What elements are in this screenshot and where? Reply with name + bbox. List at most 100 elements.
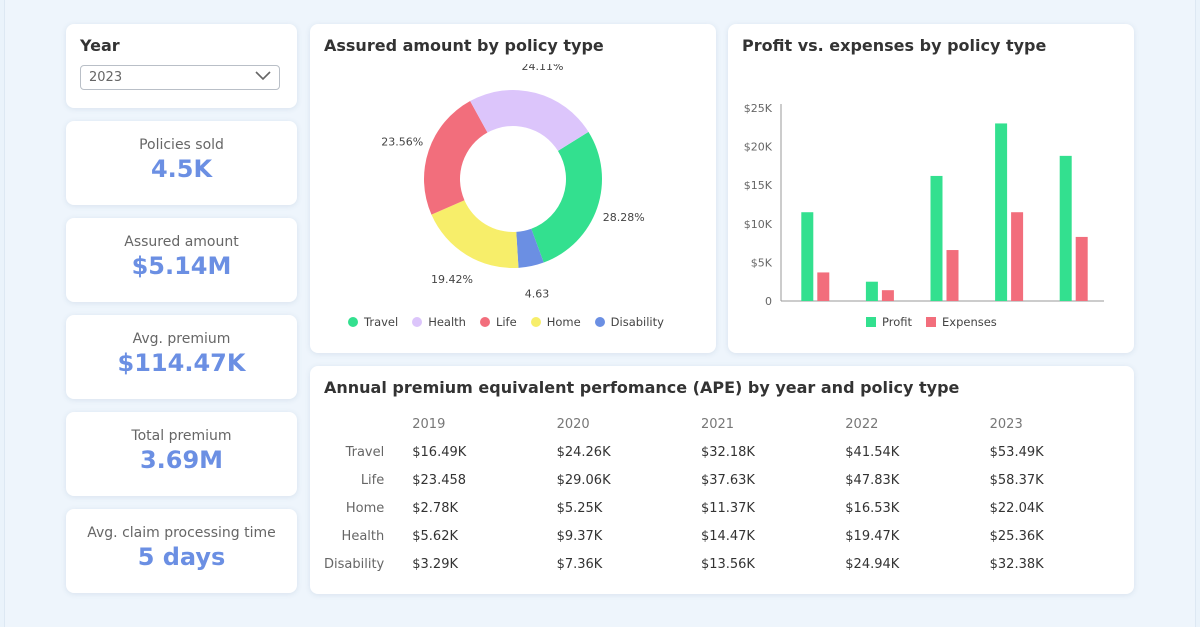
legend-item-home[interactable]: Home xyxy=(530,315,581,329)
table-cell: $2.78K xyxy=(412,500,458,516)
legend-swatch xyxy=(412,317,423,327)
kpi-card-policies-sold: Policies sold 4.5K xyxy=(66,121,297,205)
bar-chart: 0$5K$10K$15K$20K$25KHomeDisabilityHealth… xyxy=(744,102,1104,308)
year-filter-title: Year xyxy=(80,36,120,55)
donut-legend: Travel Health Life Home Disability xyxy=(348,315,664,329)
legend-swatch xyxy=(479,317,490,327)
kpi-value: $5.14M xyxy=(131,252,232,280)
donut-slice-life[interactable] xyxy=(424,101,488,215)
bar-expenses-disability[interactable] xyxy=(881,290,894,301)
table-cell: $9.37K xyxy=(556,528,603,544)
y-tick-label: $20K xyxy=(744,141,773,154)
assured-amount-chart-card: Assured amount by policy type 28.28% 4.63… xyxy=(310,24,716,353)
bar-expenses-health[interactable] xyxy=(946,250,959,301)
column-header: 2023 xyxy=(989,416,1023,432)
row-label: Life xyxy=(360,472,385,488)
table-cell: $29.06K xyxy=(556,472,611,488)
donut-slice-disability[interactable] xyxy=(516,228,544,268)
donut-chart: 28.28% 4.63 19.42% 23.56% 24.11% xyxy=(381,64,645,301)
bar-expenses-home[interactable] xyxy=(817,272,830,301)
legend-item-life[interactable]: Life xyxy=(479,315,517,329)
table-cell: $37.63K xyxy=(700,472,755,488)
legend-label: Profit xyxy=(882,315,912,329)
kpi-label: Policies sold xyxy=(139,137,224,153)
kpi-value: $114.47K xyxy=(117,349,246,377)
year-filter-card: Year 2023 xyxy=(66,24,297,108)
table-header-row: 2019 2020 2021 2022 2023 xyxy=(324,410,1134,438)
ape-table-card: Annual premium equivalent perfomance (AP… xyxy=(310,366,1134,594)
legend-label: Disability xyxy=(610,315,664,329)
legend-item-health[interactable]: Health xyxy=(412,315,466,329)
bar-profit-life[interactable] xyxy=(1059,155,1072,301)
bar-expenses-life[interactable] xyxy=(1075,236,1088,301)
table-cell: $19.47K xyxy=(845,528,900,544)
donut-slice-health[interactable] xyxy=(470,89,589,151)
table-row: Travel $16.49K $24.26K $32.18K $41.54K $… xyxy=(324,438,1134,466)
table-cell: $13.56K xyxy=(700,556,755,572)
table-cell: $32.18K xyxy=(700,444,755,460)
table-cell: $16.53K xyxy=(845,500,900,516)
table-corner xyxy=(324,410,412,438)
bar-profit-travel[interactable] xyxy=(995,123,1008,301)
bar-profit-disability[interactable] xyxy=(865,281,878,301)
kpi-value: 5 days xyxy=(137,543,226,571)
legend-swatch xyxy=(926,317,936,327)
row-label: Home xyxy=(345,500,385,516)
row-label: Disability xyxy=(324,556,385,572)
row-label: Health xyxy=(341,528,385,544)
legend-label: Expenses xyxy=(942,315,997,329)
y-tick-label: $15K xyxy=(744,179,773,192)
kpi-card-claim-processing-time: Avg. claim processing time 5 days xyxy=(66,509,297,593)
y-tick-label: 0 xyxy=(765,295,772,308)
column-header: 2021 xyxy=(700,416,735,432)
table-cell: $47.83K xyxy=(845,472,900,488)
table-cell: $41.54K xyxy=(845,444,900,460)
year-select-value: 2023 xyxy=(89,70,123,85)
bar-profit-home[interactable] xyxy=(801,212,814,301)
donut-data-label-travel: 28.28% xyxy=(603,211,645,224)
table-cell: $22.04K xyxy=(989,500,1044,516)
row-label: Travel xyxy=(345,444,385,460)
table-cell: $58.37K xyxy=(989,472,1044,488)
table-cell: $53.49K xyxy=(989,444,1044,460)
kpi-value: 3.69M xyxy=(139,446,224,474)
donut-slice-home[interactable] xyxy=(431,200,519,268)
table-cell: $7.36K xyxy=(556,556,603,572)
donut-data-label-life: 23.56% xyxy=(381,135,423,148)
legend-item-travel[interactable]: Travel xyxy=(348,315,398,329)
column-header: 2022 xyxy=(845,416,879,432)
legend-label: Life xyxy=(495,315,517,329)
ape-table: 2019 2020 2021 2022 2023 Travel $16.49K … xyxy=(324,410,1134,578)
legend-item-profit[interactable]: Profit xyxy=(866,315,912,329)
donut-slice-travel[interactable] xyxy=(531,131,602,263)
y-tick-label: $25K xyxy=(744,102,773,115)
donut-data-label-health: 24.11% xyxy=(522,64,564,73)
kpi-label: Avg. claim processing time xyxy=(87,525,276,541)
legend-swatch xyxy=(348,317,358,327)
kpi-label: Avg. premium xyxy=(132,331,231,347)
legend-item-expenses[interactable]: Expenses xyxy=(926,315,997,329)
kpi-card-total-premium: Total premium 3.69M xyxy=(66,412,297,496)
table-row: Disability $3.29K $7.36K $13.56K $24.94K… xyxy=(324,550,1134,578)
legend-label: Travel xyxy=(364,315,399,329)
legend-swatch xyxy=(530,317,541,327)
table-cell: $24.26K xyxy=(556,444,611,460)
year-select[interactable]: 2023 xyxy=(80,65,280,90)
column-header: 2020 xyxy=(556,416,590,432)
legend-label: Health xyxy=(428,315,466,329)
bar-expenses-travel[interactable] xyxy=(1011,212,1024,301)
table-cell: $5.62K xyxy=(412,528,458,544)
legend-swatch xyxy=(866,317,876,327)
bar-profit-health[interactable] xyxy=(930,175,943,301)
table-cell: $3.29K xyxy=(412,556,458,572)
table-cell: $14.47K xyxy=(700,528,755,544)
table-cell: $23.458 xyxy=(412,472,467,488)
legend-item-disability[interactable]: Disability xyxy=(594,315,664,329)
chevron-down-icon xyxy=(255,70,271,85)
donut-data-label-home: 19.42% xyxy=(431,273,473,286)
table-cell: $16.49K xyxy=(412,444,467,460)
table-row: Life $23.458 $29.06K $37.63K $47.83K $58… xyxy=(324,466,1134,494)
kpi-label: Assured amount xyxy=(124,234,239,250)
table-cell: $11.37K xyxy=(700,500,755,516)
y-tick-label: $5K xyxy=(751,256,773,269)
